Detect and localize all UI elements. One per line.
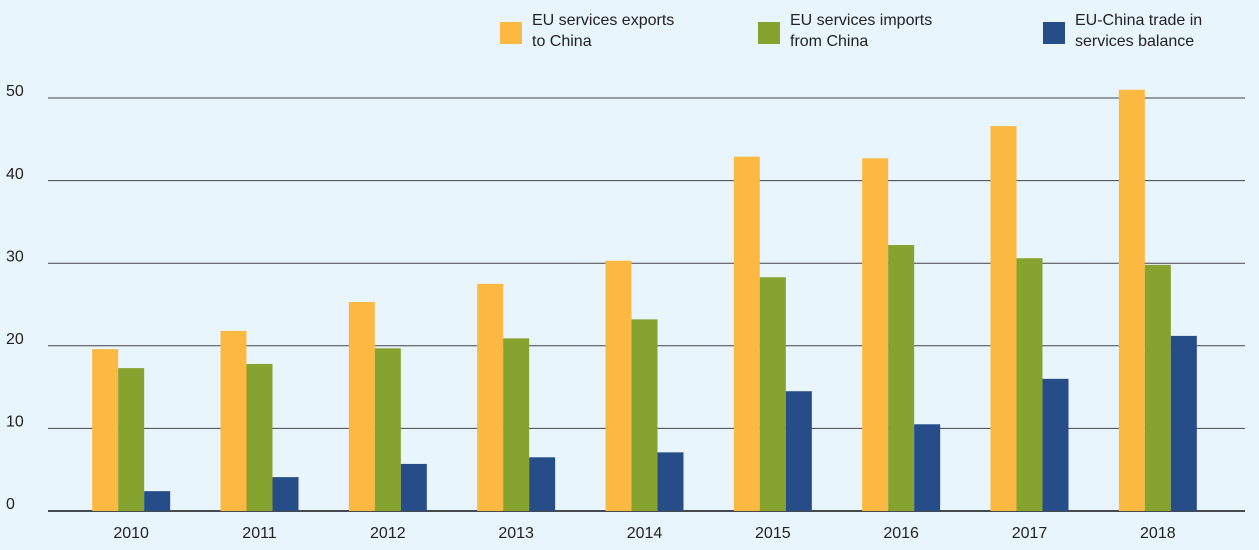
bar: [118, 368, 145, 511]
bar: [348, 302, 375, 511]
bar: [246, 363, 273, 511]
x-tick-label: 2014: [627, 525, 663, 542]
x-tick-label: 2013: [498, 525, 534, 542]
legend-label: EU services imports from China: [790, 12, 933, 50]
y-tick-label: 0: [6, 496, 15, 513]
bar: [374, 348, 401, 511]
bar: [862, 158, 889, 511]
bar: [733, 156, 760, 511]
bar: [400, 463, 427, 511]
legend-item: EU-China trade in services balance: [1043, 10, 1225, 52]
bar: [631, 319, 658, 511]
bar: [477, 283, 504, 511]
bar: [1170, 335, 1197, 511]
legend-swatch: [500, 22, 522, 44]
bar: [888, 245, 915, 511]
y-tick-label: 50: [6, 83, 24, 100]
bar: [529, 457, 556, 511]
legend-item: EU services imports from China: [758, 10, 940, 52]
bar: [914, 424, 941, 511]
bar: [272, 477, 299, 511]
y-tick-label: 20: [6, 331, 24, 348]
x-tick-label: 2017: [1012, 525, 1048, 542]
x-tick-label: 2011: [242, 525, 277, 542]
bar: [220, 330, 247, 511]
bar: [657, 452, 684, 511]
bar: [92, 349, 119, 511]
legend-label: EU-China trade in services balance: [1075, 12, 1203, 50]
bar: [1144, 264, 1171, 511]
bar: [1042, 378, 1069, 511]
legend-label: EU services exports to China: [532, 12, 675, 50]
y-tick-label: 30: [6, 248, 24, 265]
legend-swatch: [1043, 22, 1065, 44]
x-tick-label: 2018: [1140, 525, 1176, 542]
bar: [503, 338, 530, 511]
x-tick-label: 2016: [883, 525, 919, 542]
x-tick-label: 2012: [370, 525, 406, 542]
x-tick-label: 2010: [113, 525, 149, 542]
bar: [605, 260, 632, 511]
bar: [990, 126, 1017, 512]
legend-swatch: [758, 22, 780, 44]
legend-item: EU services exports to China: [500, 10, 682, 52]
bar: [1016, 258, 1043, 511]
y-tick-label: 10: [6, 414, 24, 431]
bar: [1118, 89, 1145, 512]
x-tick-label: 2015: [755, 525, 791, 542]
y-tick-label: 40: [6, 166, 24, 183]
bar: [144, 491, 171, 511]
bar: [785, 391, 812, 511]
bar: [759, 277, 786, 511]
